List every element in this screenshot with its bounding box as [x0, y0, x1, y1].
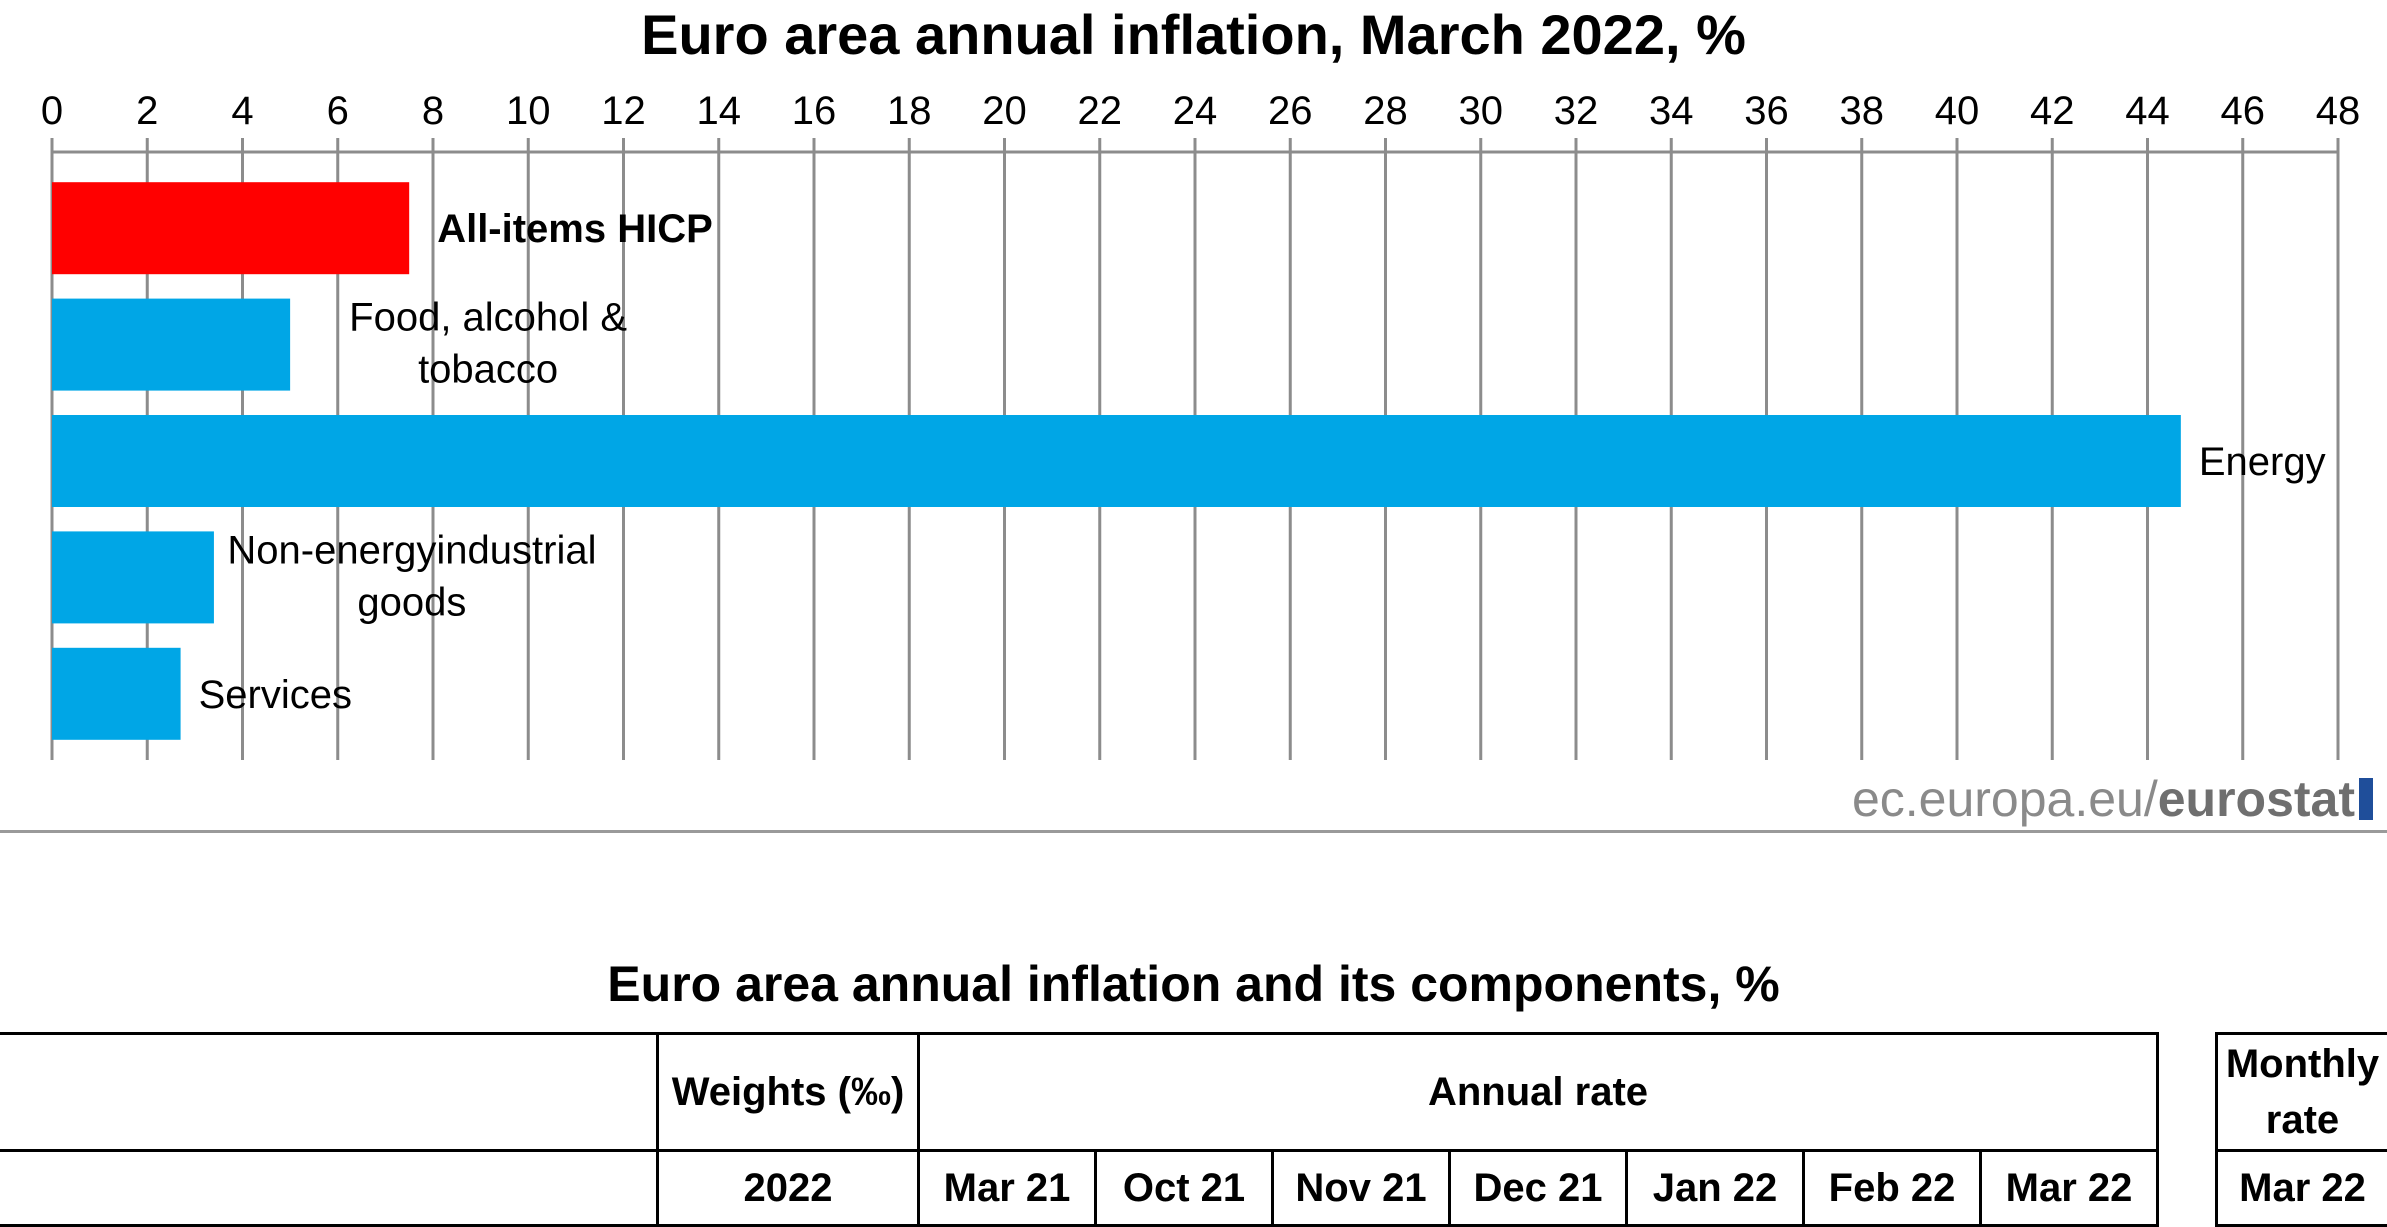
section-divider — [0, 830, 2387, 833]
table-corner-cell — [0, 1034, 658, 1151]
monthly-rate-header: Monthly rate — [2217, 1034, 2387, 1151]
weights-year: 2022 — [658, 1151, 919, 1226]
bar-label: tobacco — [418, 348, 558, 392]
x-tick-label: 48 — [2316, 89, 2361, 133]
x-tick-label: 14 — [697, 89, 742, 133]
source-brand: eurostat — [2158, 771, 2355, 827]
bar-label: Energy — [2199, 440, 2326, 484]
x-tick-label: 18 — [887, 89, 932, 133]
x-tick-label: 26 — [1268, 89, 1313, 133]
bar — [52, 299, 290, 391]
x-tick-label: 8 — [422, 89, 444, 133]
x-tick-label: 20 — [982, 89, 1027, 133]
x-tick-label: 12 — [601, 89, 646, 133]
month-header: Mar 22 — [1981, 1151, 2158, 1226]
x-tick-label: 42 — [2030, 89, 2075, 133]
annual-rate-header: Annual rate — [919, 1034, 2158, 1151]
month-header: Mar 21 — [919, 1151, 1096, 1226]
monthly-subheader-row: Mar 22 — [2217, 1151, 2387, 1226]
table-title: Euro area annual inflation and its compo… — [0, 955, 2387, 1013]
x-tick-label: 38 — [1840, 89, 1885, 133]
month-header: Feb 22 — [1804, 1151, 1981, 1226]
x-tick-label: 44 — [2125, 89, 2170, 133]
x-tick-label: 16 — [792, 89, 837, 133]
bar-label: Services — [199, 673, 352, 717]
bar — [52, 415, 2181, 507]
components-table: Weights (‰) Annual rate 2022 Mar 21 Oct … — [0, 1032, 2159, 1227]
x-tick-label: 46 — [2221, 89, 2266, 133]
x-tick-label: 24 — [1173, 89, 1218, 133]
x-tick-label: 22 — [1078, 89, 1123, 133]
table-subheader-row: 2022 Mar 21 Oct 21 Nov 21 Dec 21 Jan 22 … — [0, 1151, 2158, 1226]
bar-label: goods — [357, 580, 466, 624]
x-tick-label: 40 — [1935, 89, 1980, 133]
bar-label: Non-energyindustrial — [227, 528, 596, 572]
bar — [52, 531, 214, 623]
month-header: Dec 21 — [1450, 1151, 1627, 1226]
x-tick-label: 32 — [1554, 89, 1599, 133]
month-header: Oct 21 — [1096, 1151, 1273, 1226]
source-prefix: ec.europa.eu/ — [1852, 771, 2158, 827]
bar-label: All-items HICP — [437, 207, 713, 251]
x-tick-label: 28 — [1363, 89, 1408, 133]
x-tick-label: 2 — [136, 89, 158, 133]
month-header: Nov 21 — [1273, 1151, 1450, 1226]
x-tick-label: 36 — [1744, 89, 1789, 133]
source-credit[interactable]: ec.europa.eu/eurostat — [1852, 770, 2373, 828]
bar-label: Food, alcohol & — [349, 296, 627, 340]
bar — [52, 648, 181, 740]
table-corner-cell-2 — [0, 1151, 658, 1226]
x-tick-label: 30 — [1459, 89, 1504, 133]
x-tick-label: 34 — [1649, 89, 1694, 133]
monthly-header-row: Monthly rate — [2217, 1034, 2387, 1151]
weights-header: Weights (‰) — [658, 1034, 919, 1151]
table-header-row: Weights (‰) Annual rate — [0, 1034, 2158, 1151]
monthly-month: Mar 22 — [2217, 1151, 2387, 1226]
x-tick-label: 10 — [506, 89, 551, 133]
eurostat-logo-icon — [2359, 778, 2373, 820]
x-tick-label: 4 — [231, 89, 253, 133]
x-tick-label: 6 — [327, 89, 349, 133]
monthly-rate-table: Monthly rate Mar 22 — [2215, 1032, 2387, 1227]
bar — [52, 182, 409, 274]
month-header: Jan 22 — [1627, 1151, 1804, 1226]
x-tick-label: 0 — [41, 89, 63, 133]
